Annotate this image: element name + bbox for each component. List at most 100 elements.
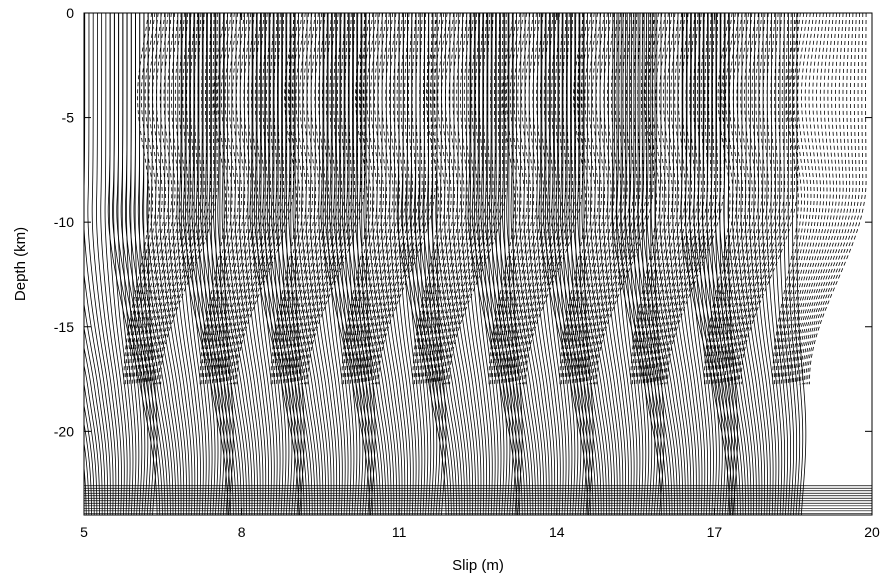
interseismic-profile bbox=[603, 13, 629, 515]
interseismic-profile bbox=[439, 13, 474, 515]
interseismic-profile bbox=[100, 13, 125, 515]
coseismic-profile bbox=[153, 13, 205, 385]
interseismic-profile bbox=[344, 13, 361, 515]
coseismic-profile bbox=[793, 13, 838, 385]
interseismic-profile bbox=[384, 13, 411, 515]
interseismic-profile bbox=[273, 13, 290, 515]
interseismic-profile bbox=[155, 13, 187, 515]
interseismic-profile bbox=[538, 13, 589, 515]
interseismic-profile bbox=[286, 13, 299, 515]
interseismic-profile bbox=[566, 13, 582, 515]
y-tick-label: -15 bbox=[54, 319, 74, 335]
coseismic-profile bbox=[364, 13, 410, 385]
interseismic-profile bbox=[409, 13, 455, 515]
coseismic-profile bbox=[435, 13, 481, 385]
coseismic-profile bbox=[233, 13, 288, 385]
coseismic-profile bbox=[371, 13, 423, 385]
interseismic-profile bbox=[581, 13, 615, 515]
coseismic-profile bbox=[656, 13, 706, 385]
coseismic-profile bbox=[805, 13, 860, 385]
interseismic-profile bbox=[84, 301, 108, 515]
interseismic-profile bbox=[625, 13, 670, 515]
coseismic-profile bbox=[737, 13, 792, 385]
interseismic-profile bbox=[185, 13, 207, 515]
coseismic-profile bbox=[307, 13, 365, 385]
coseismic-profile bbox=[580, 13, 625, 385]
interseismic-profile bbox=[655, 13, 689, 515]
interseismic-profile bbox=[611, 13, 635, 515]
interseismic-profile bbox=[365, 13, 376, 515]
interseismic-profile bbox=[510, 13, 545, 515]
interseismic-profile bbox=[560, 13, 602, 515]
interseismic-profile bbox=[676, 13, 703, 515]
coseismic-profile bbox=[447, 13, 504, 385]
interseismic-profile bbox=[689, 13, 736, 515]
interseismic-profile bbox=[497, 13, 536, 515]
interseismic-profile bbox=[296, 13, 329, 515]
interseismic-profile bbox=[107, 13, 158, 515]
interseismic-profile bbox=[684, 13, 733, 515]
x-tick-label: 11 bbox=[392, 524, 407, 540]
interseismic-profile bbox=[766, 13, 786, 515]
coseismic-profile bbox=[231, 13, 285, 385]
interseismic-profile bbox=[637, 13, 678, 515]
interseismic-profile bbox=[262, 13, 308, 515]
interseismic-profile bbox=[523, 13, 553, 515]
interseismic-profile bbox=[339, 13, 358, 515]
interseismic-profile bbox=[401, 13, 450, 515]
interseismic-profile bbox=[84, 13, 114, 515]
interseismic-profile bbox=[223, 13, 234, 515]
coseismic-profile bbox=[667, 13, 725, 385]
interseismic-profile bbox=[493, 13, 534, 515]
interseismic-profile bbox=[697, 13, 741, 515]
coseismic-profile bbox=[788, 13, 828, 385]
interseismic-profile bbox=[744, 13, 771, 515]
interseismic-profile bbox=[514, 13, 547, 515]
coseismic-profile bbox=[781, 13, 815, 385]
coseismic-profile bbox=[291, 13, 336, 385]
interseismic-profile bbox=[84, 381, 98, 515]
coseismic-profile bbox=[518, 13, 570, 385]
interseismic-profile bbox=[32, 13, 81, 515]
interseismic-profile bbox=[783, 13, 798, 515]
interseismic-profile bbox=[796, 13, 807, 515]
x-tick-label: 5 bbox=[80, 524, 88, 540]
interseismic-profile bbox=[320, 13, 371, 515]
interseismic-profile bbox=[346, 13, 387, 515]
coseismic-profile bbox=[653, 13, 699, 385]
coseismic-profile bbox=[303, 13, 359, 385]
interseismic-profile bbox=[646, 13, 684, 515]
coseismic-profile bbox=[442, 13, 494, 385]
interseismic-profile bbox=[553, 13, 573, 515]
coseismic-profile bbox=[803, 13, 857, 385]
interseismic-profile bbox=[607, 13, 632, 515]
coseismic-profile bbox=[302, 13, 355, 385]
interseismic-profile bbox=[723, 13, 757, 515]
coseismic-profile bbox=[158, 13, 215, 385]
coseismic-profile bbox=[296, 13, 346, 385]
coseismic-profile bbox=[511, 13, 557, 385]
interseismic-profile bbox=[685, 13, 709, 515]
coseismic-profile bbox=[444, 13, 497, 385]
interseismic-profile bbox=[271, 13, 313, 515]
interseismic-profile bbox=[448, 13, 479, 515]
interseismic-profile bbox=[335, 13, 355, 515]
cycle-group bbox=[249, 13, 436, 515]
interseismic-profile bbox=[318, 13, 343, 515]
coseismic-profile bbox=[376, 13, 433, 385]
interseismic-profile bbox=[206, 13, 222, 515]
interseismic-profile bbox=[112, 13, 161, 515]
interseismic-profile bbox=[469, 13, 493, 515]
interseismic-profile bbox=[527, 13, 556, 515]
interseismic-profile bbox=[512, 13, 523, 515]
interseismic-profile bbox=[706, 13, 747, 515]
interseismic-profile bbox=[757, 13, 780, 515]
interseismic-profile bbox=[191, 13, 237, 515]
interseismic-profile bbox=[396, 13, 447, 515]
cycle-group bbox=[396, 13, 583, 515]
coseismic-profile bbox=[146, 13, 192, 385]
y-tick-label: -5 bbox=[62, 110, 75, 126]
interseismic-profile bbox=[322, 13, 346, 515]
interseismic-profile bbox=[431, 13, 468, 515]
coseismic-profile bbox=[587, 13, 638, 385]
